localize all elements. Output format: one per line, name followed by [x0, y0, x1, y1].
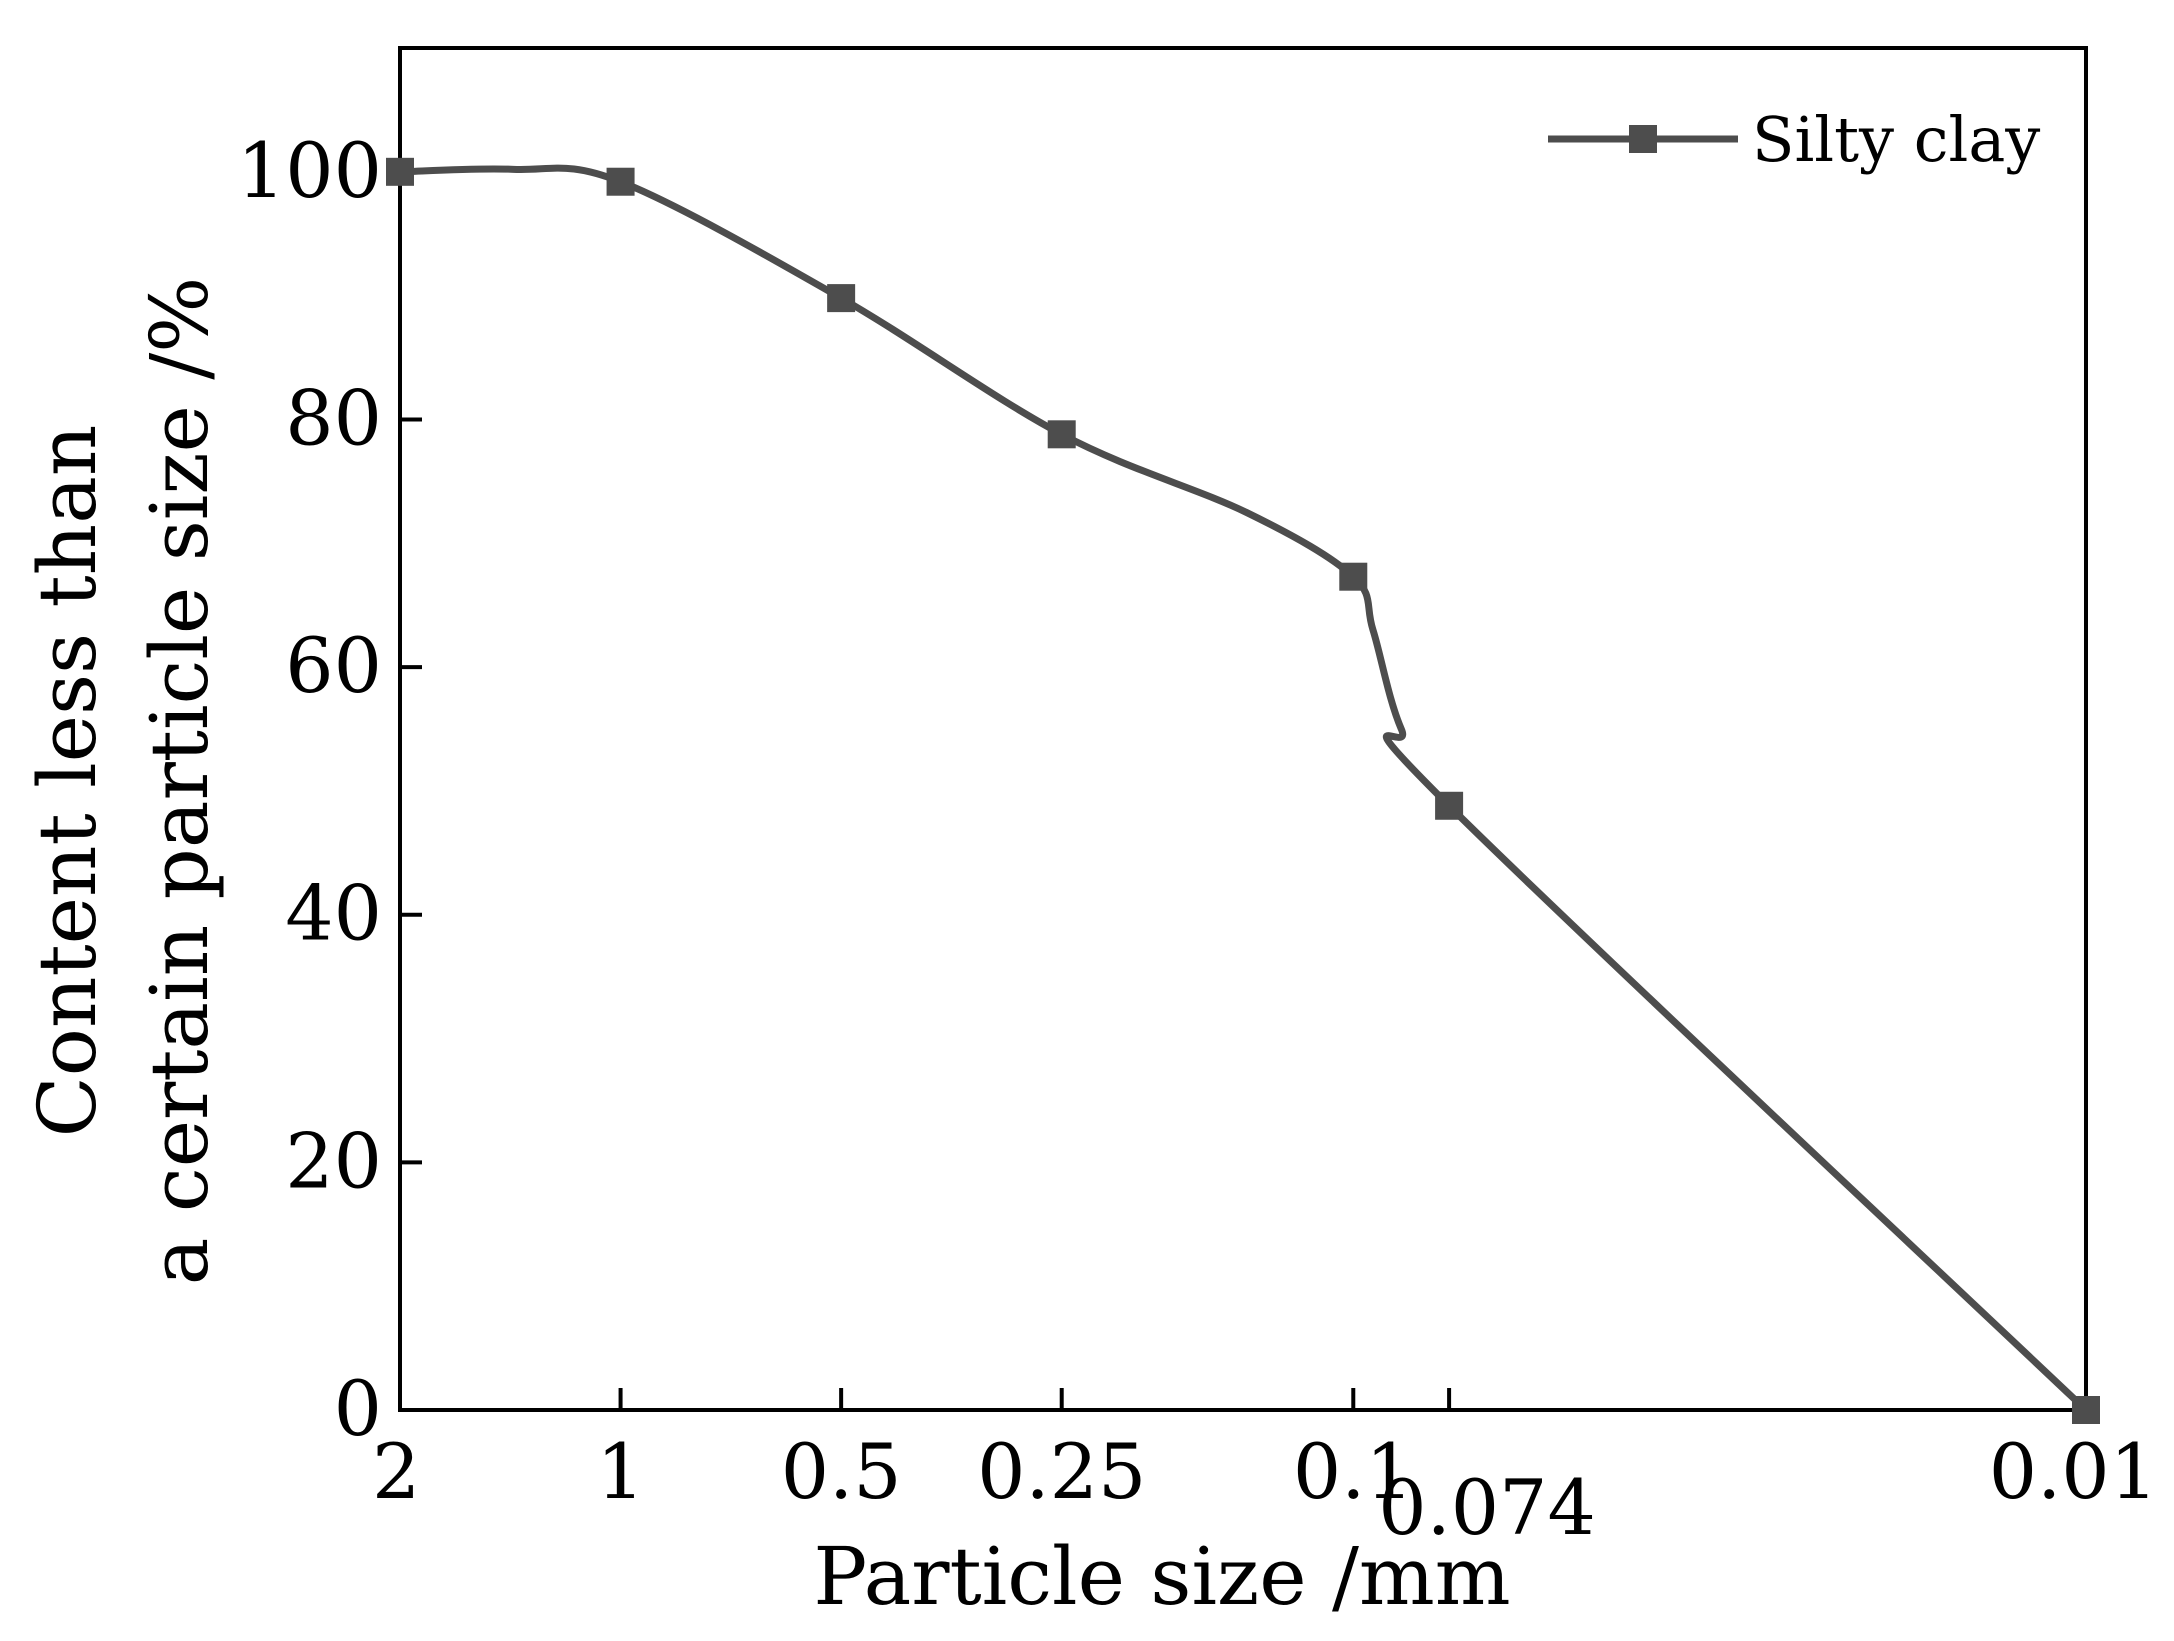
- data-point-marker: [606, 167, 635, 196]
- plot-frame: [398, 46, 2088, 1412]
- x-tick-label: 0.074: [1378, 1463, 1596, 1552]
- data-point-marker: [2072, 1396, 2100, 1424]
- y-tick-label: 20: [285, 1116, 382, 1205]
- data-point-marker: [827, 284, 856, 313]
- y-tick-label: 40: [285, 869, 382, 958]
- x-tick-label: 2: [372, 1427, 420, 1516]
- legend-label: Silty clay: [1752, 103, 2040, 176]
- series-layer: [386, 157, 2100, 1424]
- y-axis-title: Content less than a certain particle siz…: [21, 277, 226, 1285]
- y-axis-ticks: 0 20 40 60 80 100: [237, 126, 422, 1453]
- y-axis-title-line-2: a certain particle size /%: [133, 277, 226, 1285]
- x-tick-label: 0.25: [977, 1427, 1146, 1516]
- data-point-marker: [386, 157, 414, 186]
- x-axis-ticks: 2 1 0.5 0.25 0.10.074 0.01: [372, 1388, 2158, 1552]
- data-point-marker: [1339, 562, 1368, 591]
- data-point-marker: [1047, 420, 1076, 449]
- x-axis-title: Particle size /mm: [813, 1530, 1510, 1623]
- x-tick-label: 1: [596, 1427, 644, 1516]
- x-tick-label: 0.01: [1989, 1427, 2158, 1516]
- data-point-marker: [1435, 791, 1464, 820]
- x-tick-label: 0.1: [1293, 1427, 1414, 1516]
- y-tick-label: 60: [285, 621, 382, 710]
- x-tick-label: 0.5: [781, 1427, 902, 1516]
- y-tick-label: 0: [334, 1364, 382, 1453]
- y-tick-label: 80: [285, 373, 382, 462]
- series-line-silty-clay: [396, 164, 2090, 1414]
- y-axis-title-line-1: Content less than: [21, 425, 114, 1138]
- legend: Silty clay: [1548, 103, 2040, 176]
- legend-marker: [1629, 125, 1657, 153]
- y-tick-label: 100: [237, 126, 382, 215]
